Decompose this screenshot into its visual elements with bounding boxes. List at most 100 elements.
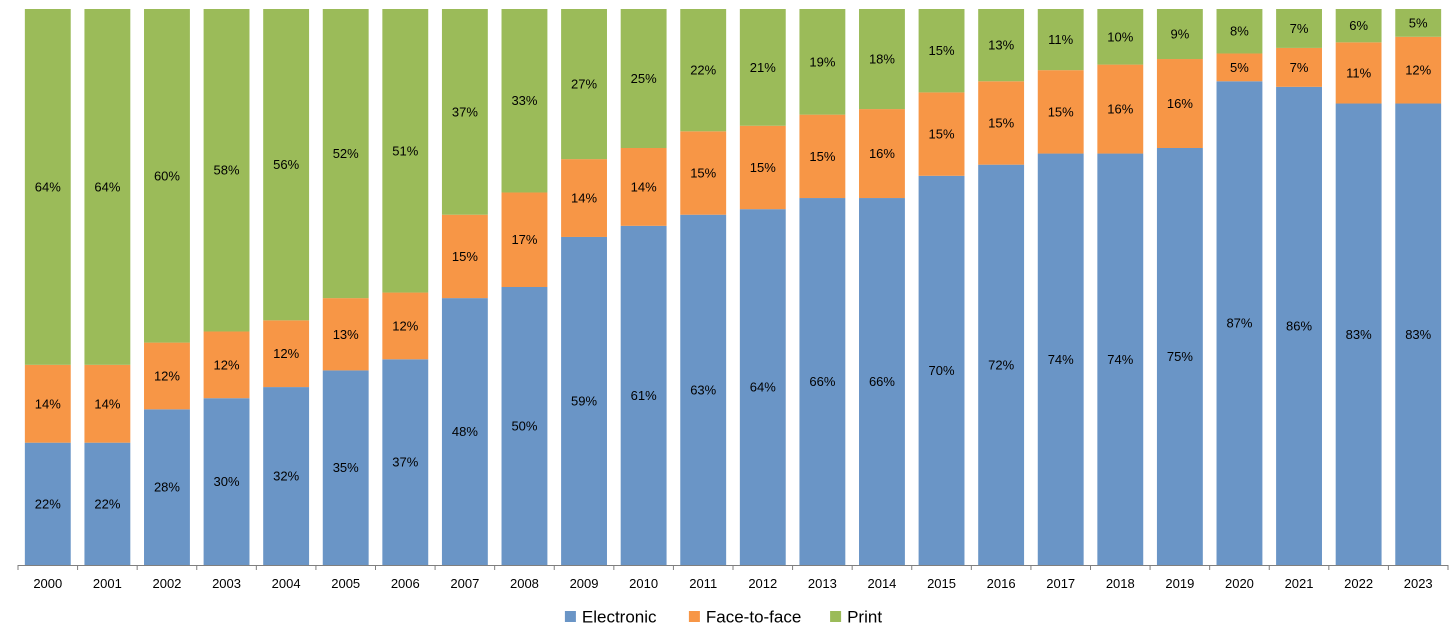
data-label-print-2008: 33% — [511, 93, 537, 108]
data-label-electronic-2018: 74% — [1107, 352, 1133, 367]
data-label-face-to-face-2010: 14% — [631, 179, 657, 194]
bar-face-to-face-2008 — [501, 192, 548, 287]
data-label-print-2023: 5% — [1409, 15, 1428, 30]
data-label-electronic-2003: 30% — [214, 474, 240, 489]
bar-print-2003 — [203, 9, 250, 332]
bar-print-2020 — [1216, 9, 1263, 54]
legend: Electronic Face-to-face Print — [564, 608, 882, 627]
bar-print-2011 — [680, 9, 727, 132]
x-tick-label-2018: 2018 — [1106, 576, 1135, 591]
bar-print-2008 — [501, 9, 548, 193]
data-label-electronic-2006: 37% — [392, 455, 418, 470]
bar-electronic-2015 — [918, 175, 965, 566]
data-label-electronic-2017: 74% — [1048, 352, 1074, 367]
data-label-face-to-face-2009: 14% — [571, 191, 597, 206]
bar-electronic-2019 — [1156, 148, 1203, 565]
bar-face-to-face-2023 — [1395, 36, 1442, 104]
data-label-face-to-face-2006: 12% — [392, 318, 418, 333]
data-label-electronic-2001: 22% — [94, 496, 120, 511]
x-tick-label-2016: 2016 — [987, 576, 1016, 591]
data-label-face-to-face-2000: 14% — [35, 396, 61, 411]
data-label-print-2018: 10% — [1107, 29, 1133, 44]
bar-face-to-face-2001 — [84, 364, 131, 443]
bar-face-to-face-2019 — [1156, 59, 1203, 148]
bar-electronic-2006 — [382, 359, 429, 565]
bar-electronic-2021 — [1276, 86, 1322, 565]
bar-print-2016 — [978, 9, 1025, 82]
bar-face-to-face-2004 — [263, 320, 310, 388]
bar-print-2004 — [263, 9, 310, 321]
bar-print-2001 — [84, 9, 131, 365]
data-label-face-to-face-2018: 16% — [1107, 102, 1133, 117]
data-label-print-2021: 7% — [1290, 21, 1309, 36]
x-tick-label-2014: 2014 — [867, 576, 896, 591]
bar-print-2019 — [1156, 9, 1203, 60]
data-label-face-to-face-2003: 12% — [214, 357, 240, 372]
bar-electronic-2012 — [739, 209, 786, 565]
bar-face-to-face-2003 — [203, 331, 250, 399]
bar-print-2018 — [1097, 9, 1144, 65]
bar-face-to-face-2018 — [1097, 64, 1144, 154]
bar-face-to-face-2007 — [441, 214, 488, 299]
bar-face-to-face-2015 — [918, 92, 965, 176]
bar-print-2017 — [1037, 9, 1084, 71]
data-label-face-to-face-2015: 15% — [929, 127, 955, 142]
data-label-print-2005: 52% — [333, 146, 359, 161]
data-label-print-2004: 56% — [273, 157, 299, 172]
bar-face-to-face-2020 — [1216, 53, 1263, 82]
x-tick-label-2011: 2011 — [689, 576, 717, 591]
data-label-print-2015: 15% — [929, 43, 955, 58]
bar-print-2006 — [382, 9, 429, 293]
bar-electronic-2016 — [978, 164, 1025, 565]
data-label-face-to-face-2017: 15% — [1048, 104, 1074, 119]
bar-electronic-2014 — [859, 198, 905, 566]
data-label-electronic-2022: 83% — [1346, 327, 1372, 342]
bar-electronic-2018 — [1097, 153, 1144, 565]
bar-print-2012 — [739, 9, 786, 126]
bar-face-to-face-2009 — [561, 159, 607, 237]
data-label-face-to-face-2014: 16% — [869, 146, 895, 161]
data-label-print-2011: 22% — [690, 63, 716, 78]
data-label-print-2013: 19% — [809, 54, 835, 69]
data-label-print-2003: 58% — [214, 163, 240, 178]
x-tick-label-2010: 2010 — [629, 576, 658, 591]
x-tick-label-2002: 2002 — [152, 576, 181, 591]
bar-electronic-2002 — [144, 409, 190, 565]
bar-print-2010 — [620, 9, 667, 148]
data-label-print-2002: 60% — [154, 168, 180, 183]
bar-print-2014 — [859, 9, 905, 110]
bar-electronic-2003 — [203, 398, 250, 565]
x-tick-label-2004: 2004 — [272, 576, 301, 591]
x-tick-label-2013: 2013 — [808, 576, 837, 591]
bar-face-to-face-2021 — [1276, 47, 1322, 87]
data-label-electronic-2012: 64% — [750, 380, 776, 395]
data-label-print-2016: 13% — [988, 38, 1014, 53]
bar-electronic-2009 — [561, 236, 607, 565]
bar-face-to-face-2016 — [978, 81, 1025, 165]
data-label-print-2000: 64% — [35, 179, 61, 194]
data-label-face-to-face-2005: 13% — [333, 327, 359, 342]
bar-print-2005 — [322, 9, 369, 299]
data-label-face-to-face-2016: 15% — [988, 115, 1014, 130]
data-label-electronic-2004: 32% — [273, 469, 299, 484]
x-tick-label-2017: 2017 — [1046, 576, 1075, 591]
bar-face-to-face-2006 — [382, 292, 429, 360]
x-tick-label-2023: 2023 — [1404, 576, 1433, 591]
data-label-electronic-2007: 48% — [452, 424, 478, 439]
data-label-print-2012: 21% — [750, 60, 776, 75]
bar-electronic-2023 — [1395, 103, 1442, 566]
data-label-electronic-2005: 35% — [333, 460, 359, 475]
data-label-face-to-face-2012: 15% — [750, 160, 776, 175]
x-tick-label-2007: 2007 — [450, 576, 479, 591]
data-label-electronic-2011: 63% — [690, 382, 716, 397]
data-label-electronic-2021: 86% — [1286, 318, 1312, 333]
legend-label-face-to-face: Face-to-face — [706, 608, 801, 627]
x-tick-label-2000: 2000 — [33, 576, 62, 591]
bar-face-to-face-2022 — [1335, 42, 1382, 104]
bar-electronic-2010 — [620, 225, 667, 565]
data-label-electronic-2008: 50% — [511, 419, 537, 434]
data-label-print-2019: 9% — [1170, 27, 1189, 42]
legend-item-face-to-face: Face-to-face — [688, 608, 801, 627]
data-label-face-to-face-2013: 15% — [809, 149, 835, 164]
